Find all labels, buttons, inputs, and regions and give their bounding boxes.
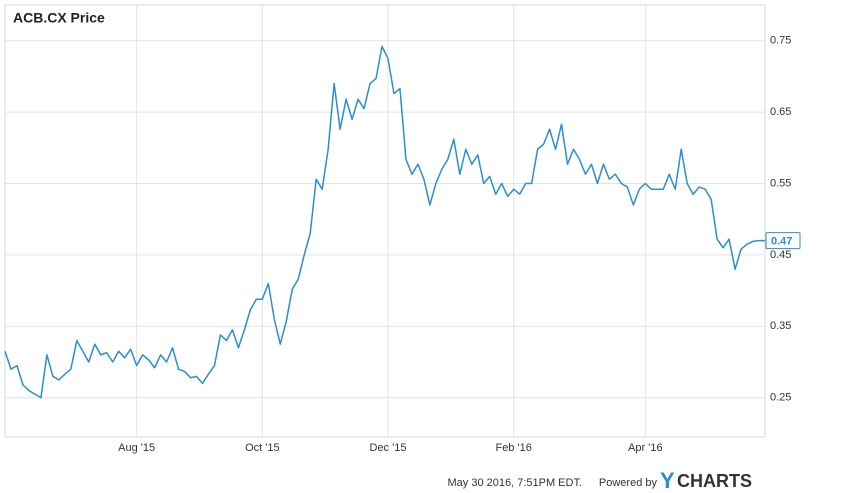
y-tick-label: 0.45 <box>770 249 791 261</box>
grid <box>5 5 765 437</box>
timestamp: May 30 2016, 7:51PM EDT. <box>447 477 582 489</box>
plot-frame <box>4 4 766 438</box>
brand-y: Y <box>660 468 675 493</box>
brand-rest: CHARTS <box>677 471 752 491</box>
powered-by: Powered by <box>599 477 658 489</box>
y-tick-label: 0.35 <box>770 320 791 332</box>
last-value-label: 0.47 <box>771 236 792 248</box>
y-tick-label: 0.65 <box>770 106 791 118</box>
x-tick-label: Aug '15 <box>118 442 155 454</box>
x-tick-label: Feb '16 <box>495 442 531 454</box>
chart-title: ACB.CX Price <box>13 10 105 26</box>
price-line <box>4 45 765 399</box>
marks <box>4 45 765 399</box>
x-tick-label: Oct '15 <box>245 442 280 454</box>
y-tick-label: 0.25 <box>770 392 791 404</box>
title-box <box>6 6 124 31</box>
x-tick-label: Dec '15 <box>370 442 407 454</box>
y-tick-label: 0.75 <box>770 35 791 47</box>
last-value-box <box>765 232 801 250</box>
y-tick-label: 0.55 <box>770 177 791 189</box>
x-tick-label: Apr '16 <box>628 442 663 454</box>
